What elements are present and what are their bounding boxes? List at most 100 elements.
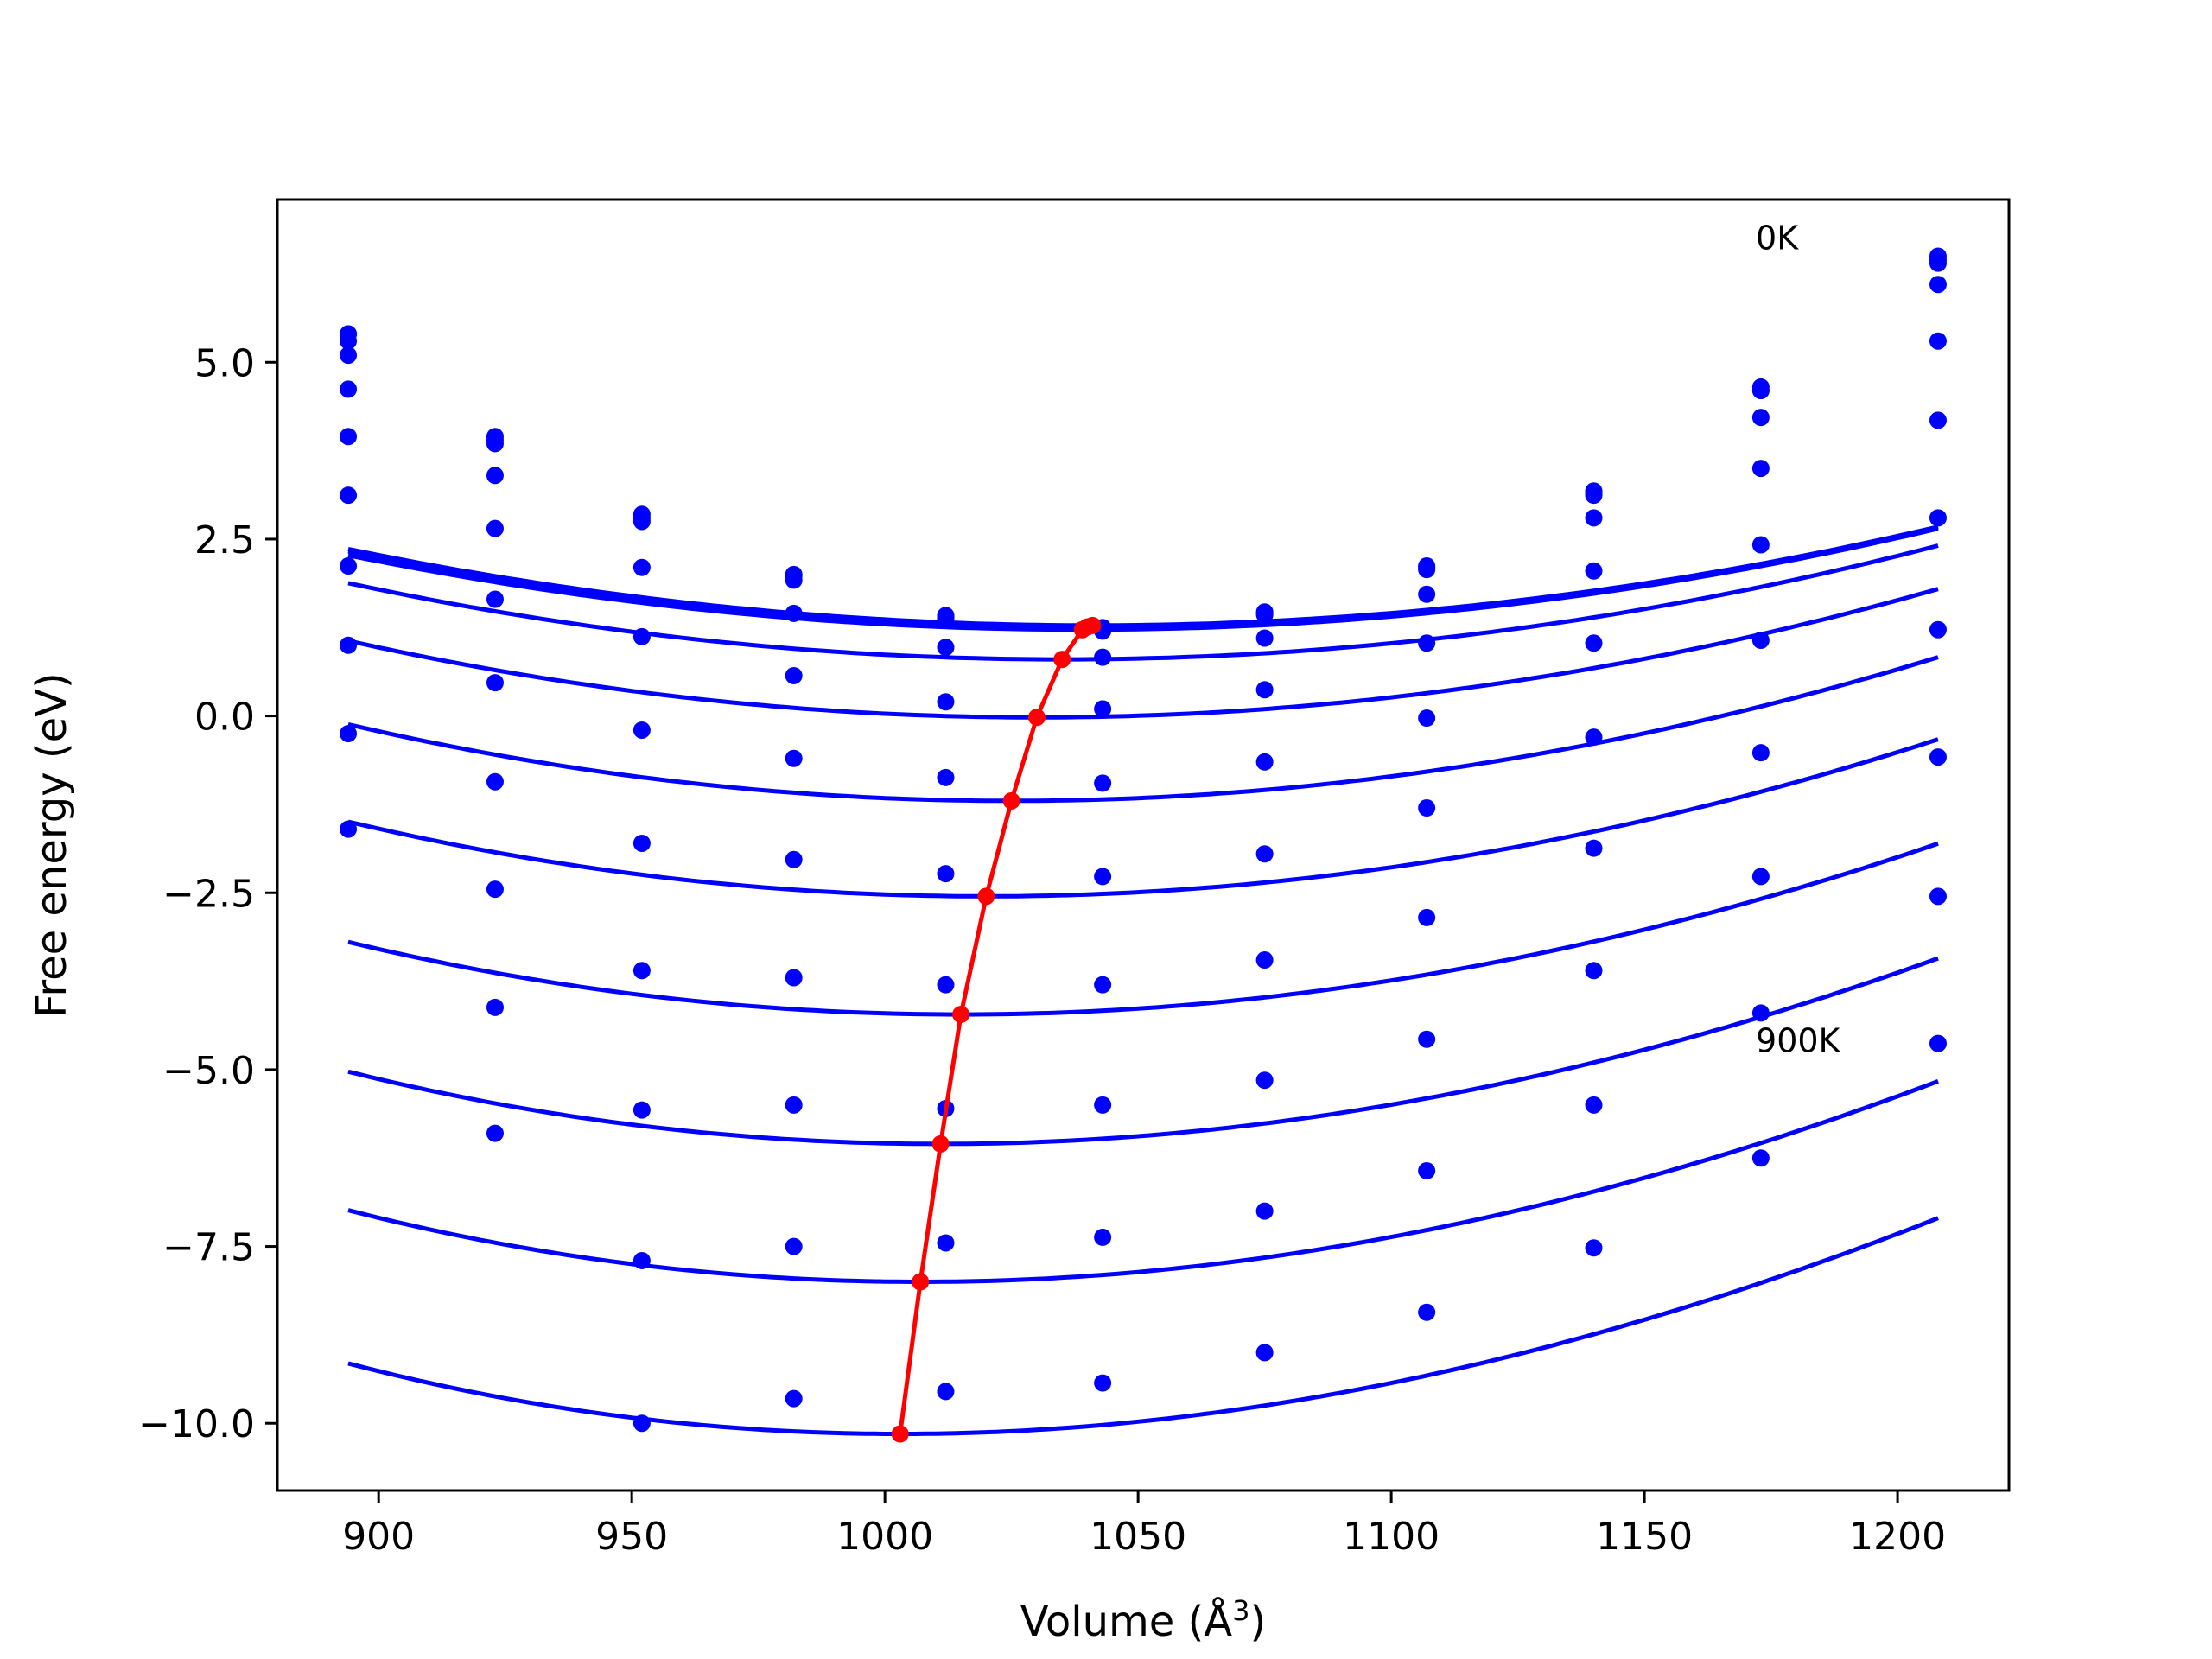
equilibrium-point-6 [1027,709,1046,727]
data-point-s8-7 [1418,1030,1436,1048]
data-point-s10-4 [937,1382,955,1401]
data-point-s4-7 [1418,634,1436,652]
data-point-s6-0 [340,486,358,505]
data-point-s7-4 [937,976,955,994]
data-point-s5-5 [1094,774,1112,792]
y-tick-label-0: 5.0 [194,341,255,385]
fit-curve-2 [347,526,1939,632]
data-point-s7-5 [1094,976,1112,994]
y-axis-label: Free energy (eV) [28,672,76,1017]
data-point-s6-1 [486,674,504,692]
data-point-s10-8 [1585,1239,1603,1257]
data-point-s2-7 [1418,561,1436,579]
data-point-s3-0 [340,346,358,365]
data-point-s7-8 [1585,839,1603,857]
data-point-s5-0 [340,428,358,446]
data-point-s6-9 [1751,632,1770,650]
fit-curve-9 [347,1078,1939,1284]
fit-curve-4 [347,587,1939,720]
data-point-s6-2 [632,834,651,852]
data-point-s3-3 [785,604,803,622]
axes-frame [276,198,2011,1492]
data-point-s3-9 [1751,409,1770,427]
data-point-s5-10 [1929,411,1947,429]
data-point-s3-5 [1094,648,1112,666]
data-point-s9-0 [340,725,358,743]
data-point-s4-0 [340,380,358,398]
fit-curve-5 [347,655,1939,804]
data-point-s2-8 [1585,486,1603,505]
data-point-s4-9 [1751,460,1770,478]
data-point-s6-10 [1929,509,1947,527]
data-point-s8-0 [340,636,358,654]
data-point-s3-1 [486,467,504,485]
data-point-s8-1 [486,880,504,899]
data-point-s8-10 [1929,748,1947,766]
fit-curve-3 [347,543,1939,662]
data-point-s2-0 [340,332,358,350]
data-point-s6-5 [1094,868,1112,886]
data-point-s5-4 [937,768,955,786]
data-point-s8-9 [1751,868,1770,886]
data-point-s3-2 [632,558,651,576]
data-point-s4-4 [937,693,955,711]
data-point-s9-6 [1255,1202,1274,1220]
data-point-s5-2 [632,721,651,739]
x-axis-label: Volume (Å3) [1020,1594,1266,1646]
data-point-s5-7 [1418,709,1436,728]
data-point-s8-5 [1094,1096,1112,1114]
data-point-s3-8 [1585,509,1603,527]
fit-curve-6 [347,737,1939,899]
y-tick-label-5: −7.5 [162,1226,255,1270]
annotation-0: 0K [1756,219,1799,257]
x-tick-label-6: 1200 [1849,1515,1946,1559]
y-tick-label-2: 0.0 [194,696,255,740]
data-point-s9-2 [632,1251,651,1269]
y-tick-label-3: −2.5 [162,872,255,916]
data-point-s5-9 [1751,536,1770,554]
equilibrium-point-1 [912,1273,930,1291]
data-point-s9-3 [785,1237,803,1255]
data-point-s9-4 [937,1234,955,1252]
data-point-s2-3 [785,571,803,589]
data-point-s8-2 [632,1101,651,1119]
x-tick-label-0: 900 [342,1515,415,1559]
data-point-s9-9 [1751,1004,1770,1022]
data-point-s6-8 [1585,728,1603,747]
data-point-s10-3 [785,1389,803,1408]
equilibrium-point-10 [1084,616,1102,634]
data-point-s10-0 [340,820,358,838]
data-point-s4-8 [1585,562,1603,580]
x-tick-label-5: 1150 [1596,1515,1693,1559]
data-point-s3-10 [1929,276,1947,294]
data-point-s2-9 [1751,382,1770,400]
data-point-s10-1 [486,1124,504,1142]
data-point-s7-2 [632,962,651,980]
data-point-s4-2 [632,627,651,645]
data-point-s9-7 [1418,1161,1436,1179]
data-point-s6-4 [937,865,955,883]
data-point-s9-1 [486,998,504,1016]
y-tick-label-4: −5.0 [162,1049,255,1093]
data-point-s2-4 [937,609,955,627]
data-point-s3-4 [937,639,955,657]
data-point-s7-7 [1418,908,1436,926]
equilibrium-point-3 [952,1006,970,1024]
data-point-s3-6 [1255,629,1274,647]
data-point-s4-3 [785,666,803,684]
y-tick-label-6: −10.0 [138,1402,255,1446]
equilibrium-point-7 [1053,651,1071,669]
data-point-s9-5 [1094,1228,1112,1246]
data-point-s9-10 [1929,887,1947,906]
data-point-s10-10 [1929,1034,1947,1052]
fit-curve-10 [347,1216,1939,1436]
data-point-s2-1 [486,435,504,453]
data-point-s5-6 [1255,753,1274,771]
data-point-s10-5 [1094,1374,1112,1392]
data-point-s2-6 [1255,606,1274,624]
annotations: 0K 900K [1756,219,1841,1059]
data-point-s2-2 [632,512,651,531]
equilibrium-point-2 [931,1135,950,1153]
